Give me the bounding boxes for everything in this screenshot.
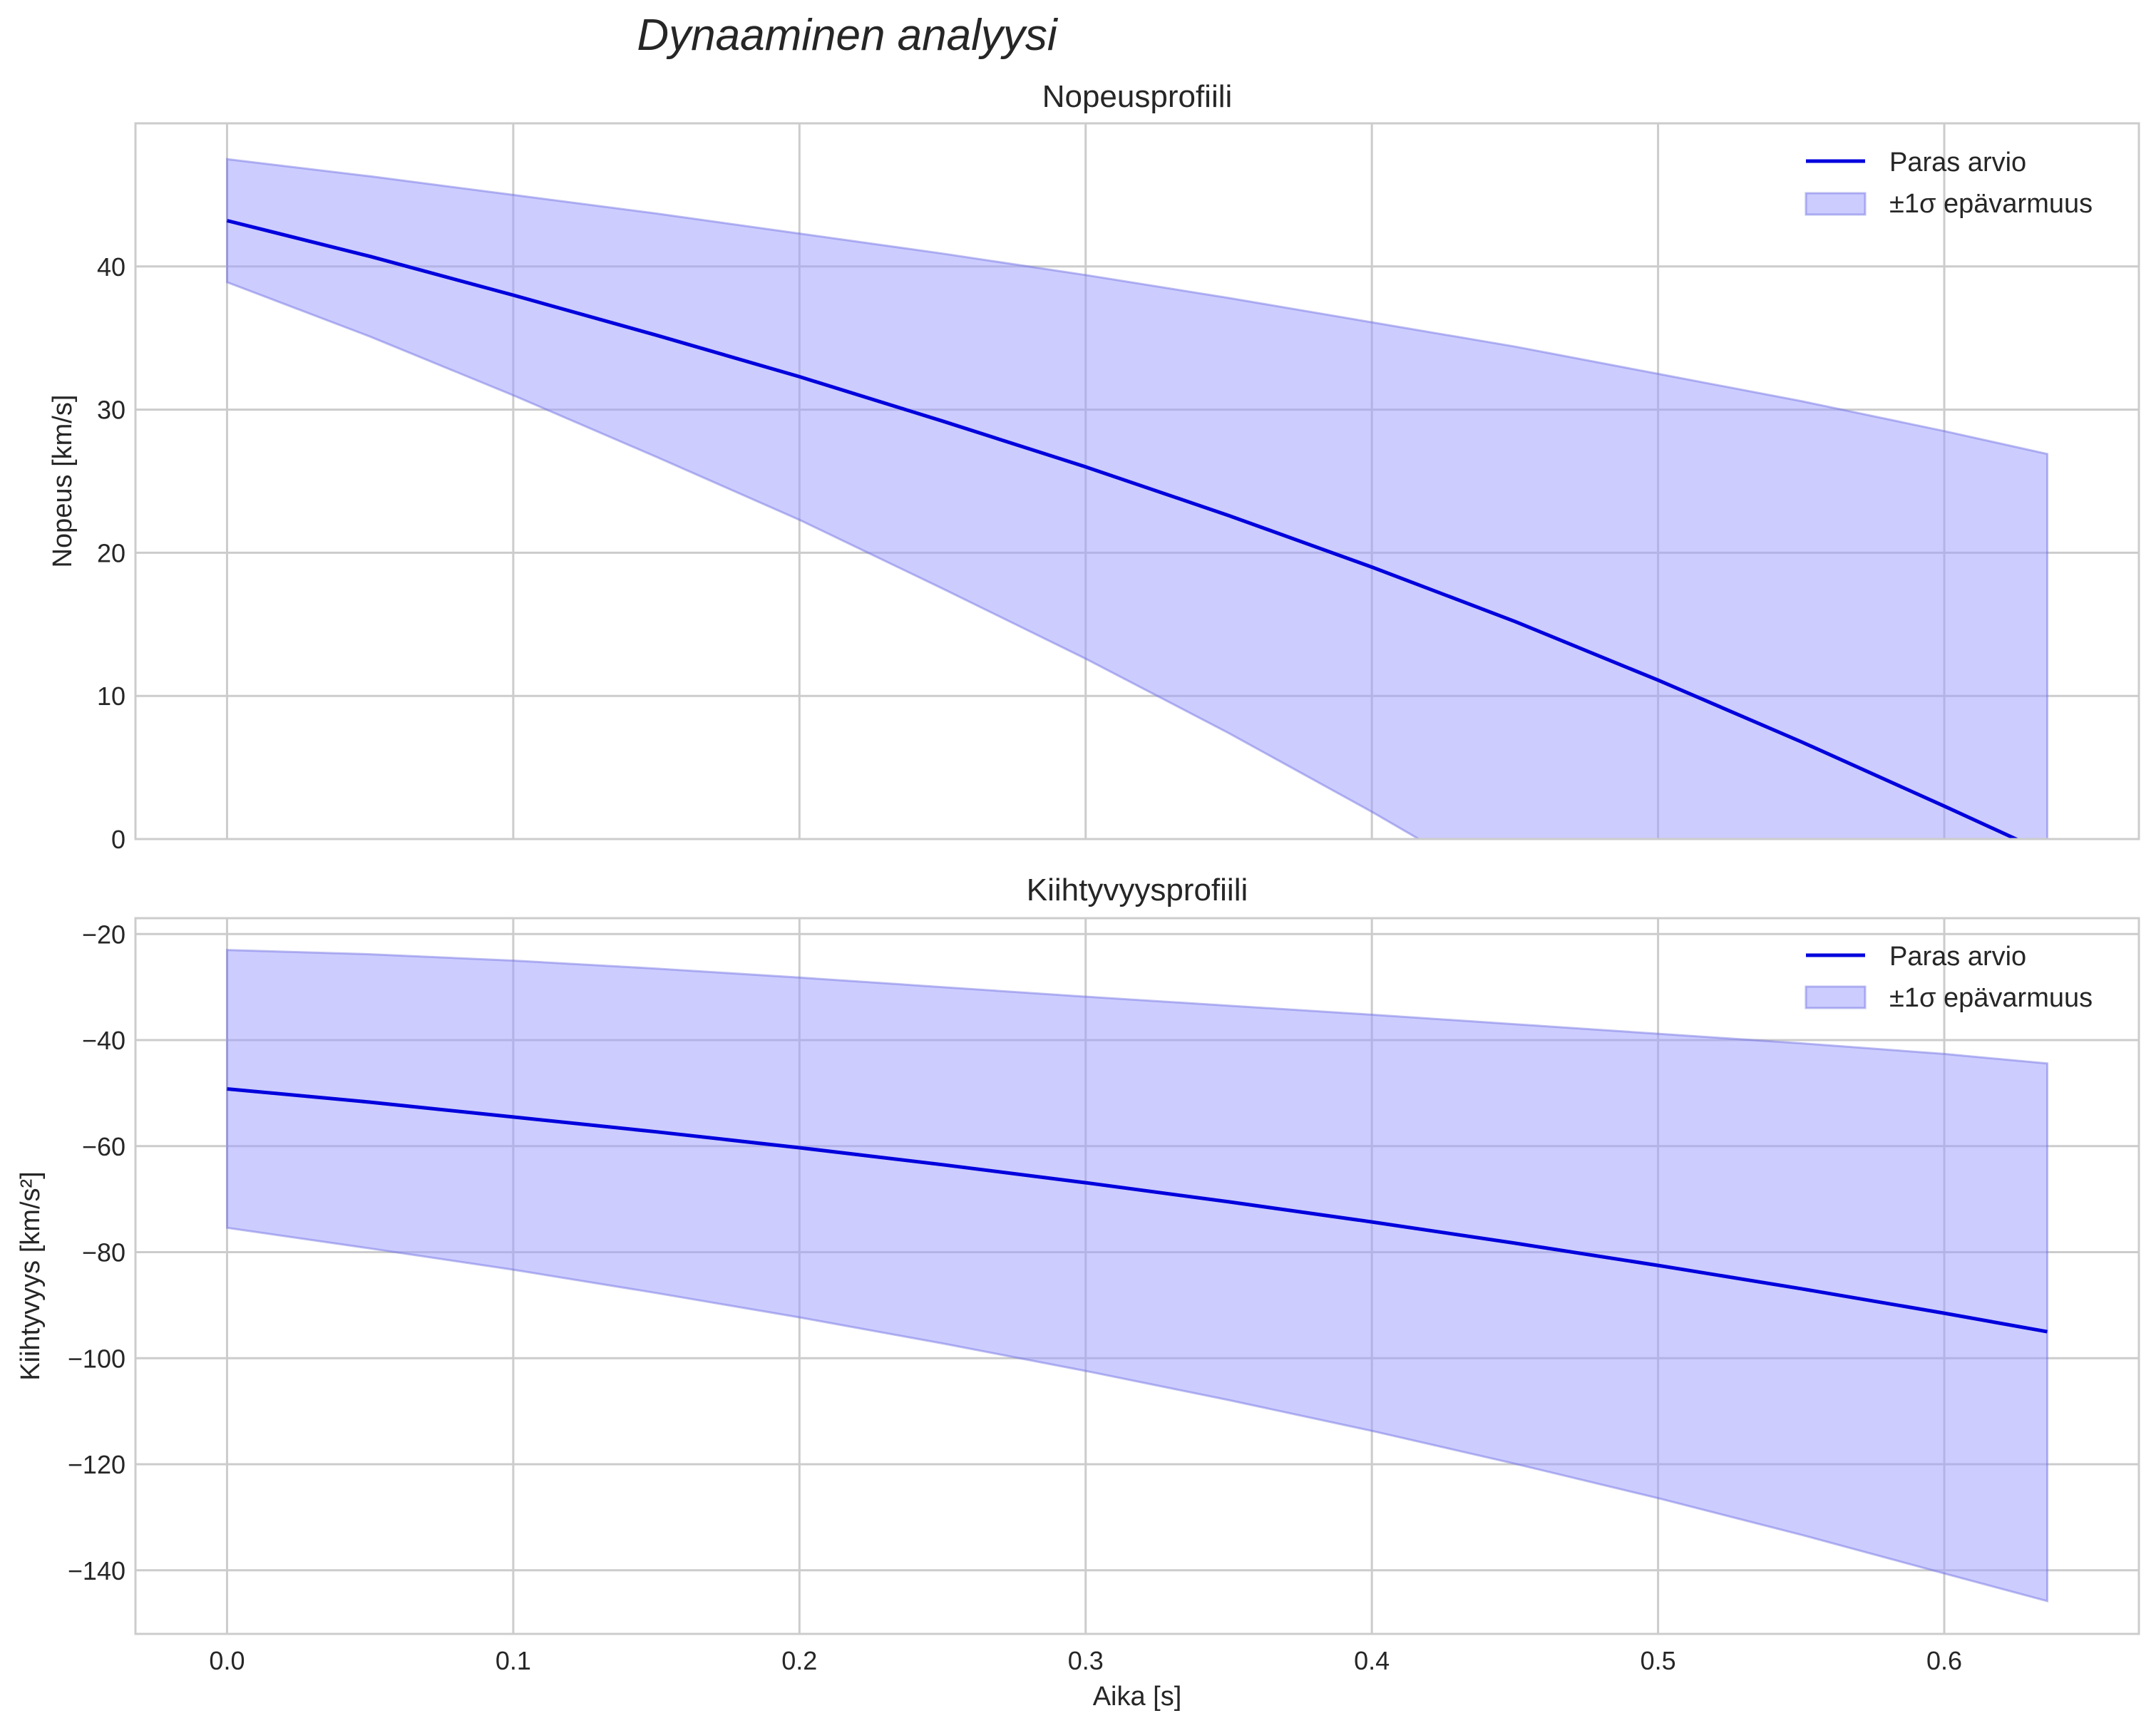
acceleration-xtick-label: 0.4 — [1354, 1646, 1390, 1675]
acceleration-y-axis-label: Kiihtyvyys [km/s²] — [16, 1171, 46, 1380]
acceleration-xtick-label: 0.5 — [1641, 1646, 1676, 1675]
velocity-plot-frame — [134, 122, 2140, 840]
acceleration-legend-band-swatch — [1805, 985, 1867, 1009]
acceleration-plot-frame — [134, 917, 2140, 1635]
x-axis-label: Aika [s] — [1093, 1682, 1182, 1712]
velocity-uncertainty-band — [226, 158, 2048, 839]
acceleration-best-estimate-line — [227, 1087, 2048, 1334]
acceleration-ytick-label: −100 — [68, 1344, 125, 1373]
velocity-ytick-label: 30 — [97, 396, 125, 425]
velocity-best-estimate-line — [226, 219, 2021, 839]
velocity-ytick-label: 10 — [97, 682, 125, 711]
acceleration-xtick-label: 0.2 — [781, 1646, 817, 1675]
acceleration-panel-title: Kiihtyvyysprofiili — [1027, 873, 1248, 907]
acceleration-ytick-label: −140 — [68, 1556, 125, 1585]
acceleration-x-ticks: 0.0 0.1 0.2 0.3 0.4 0.5 0.6 — [209, 1646, 1962, 1675]
acceleration-xtick-label: 0.0 — [209, 1646, 245, 1675]
velocity-ytick-label: 0 — [111, 825, 125, 854]
velocity-y-axis-label: Nopeus [km/s] — [48, 395, 78, 568]
acceleration-ytick-label: −60 — [82, 1132, 125, 1161]
figure-suptitle: Dynaaminen analyysi — [637, 11, 1059, 60]
velocity-ytick-label: 20 — [97, 538, 125, 567]
acceleration-y-ticks: −20 −40 −60 −80 −100 −120 −140 — [68, 920, 125, 1585]
velocity-legend: Paras arvio ±1σ epävarmuus — [1805, 148, 2093, 219]
velocity-legend-band-swatch — [1805, 192, 1867, 216]
acceleration-ytick-label: −120 — [68, 1450, 125, 1479]
acceleration-xtick-label: 0.1 — [496, 1646, 531, 1675]
acceleration-ytick-label: −20 — [82, 920, 125, 949]
velocity-legend-line-label: Paras arvio — [1889, 148, 2026, 178]
acceleration-xtick-label: 0.6 — [1926, 1646, 1962, 1675]
acceleration-xtick-label: 0.3 — [1068, 1646, 1104, 1675]
acceleration-ytick-label: −40 — [82, 1026, 125, 1055]
acceleration-uncertainty-band — [226, 949, 2048, 1603]
velocity-legend-band-label: ±1σ epävarmuus — [1889, 189, 2093, 219]
velocity-y-ticks: 0 10 20 30 40 — [97, 252, 125, 854]
acceleration-legend: Paras arvio ±1σ epävarmuus — [1805, 942, 2093, 1013]
acceleration-ytick-label: −80 — [82, 1238, 125, 1267]
acceleration-panel: Kiihtyvyysprofiili −20−40−60−80−100−120−… — [16, 873, 2140, 1712]
velocity-panel-title: Nopeusprofiili — [1042, 79, 1233, 114]
velocity-panel: Nopeusprofiili 0 10 20 30 40 Nopeus [km/s] P… — [48, 79, 2140, 854]
velocity-ytick-label: 40 — [97, 252, 125, 282]
acceleration-legend-line-label: Paras arvio — [1889, 942, 2026, 972]
acceleration-legend-band-label: ±1σ epävarmuus — [1889, 983, 2093, 1013]
